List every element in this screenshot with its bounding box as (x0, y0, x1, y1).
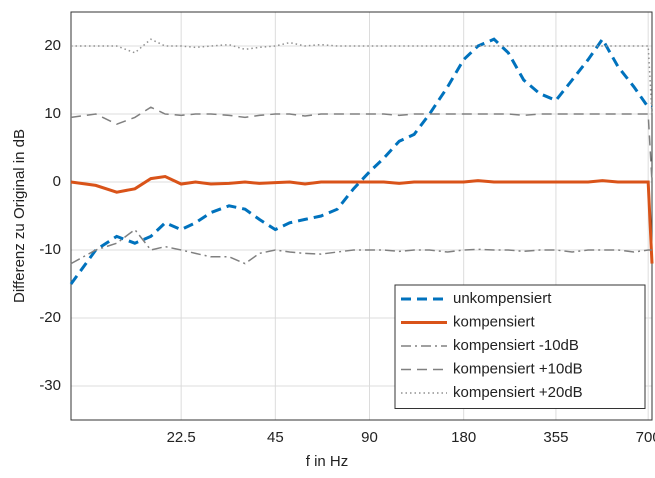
y-tick-label: 0 (53, 173, 61, 190)
series-line (69, 36, 652, 285)
legend-label: kompensiert +20dB (453, 384, 583, 401)
y-axis-label: Differenz zu Original in dB (11, 129, 28, 303)
legend-label: kompensiert +10dB (453, 360, 583, 377)
y-tick-label: -20 (39, 309, 61, 326)
series-line (71, 38, 653, 115)
legend-label: kompensiert (453, 313, 536, 330)
legend-label: kompensiert -10dB (453, 337, 579, 354)
series-line (70, 106, 653, 183)
y-tick-label: -30 (39, 377, 61, 394)
series-line (70, 175, 654, 264)
y-tick-label: -10 (39, 241, 61, 258)
y-tick-label: 20 (44, 37, 61, 54)
series-line (70, 228, 652, 265)
x-tick-label: 22.5 (167, 429, 196, 446)
x-tick-label: 180 (451, 429, 476, 446)
x-tick-label: 90 (361, 429, 378, 446)
axes-box (70, 11, 653, 421)
y-tick-label: 10 (44, 105, 61, 122)
x-tick-label: 355 (543, 429, 568, 446)
x-tick-label: 45 (267, 429, 284, 446)
legend-label: unkompensiert (453, 290, 552, 307)
x-tick-label: 700 (636, 429, 655, 446)
x-axis-label: f in Hz (306, 453, 349, 470)
